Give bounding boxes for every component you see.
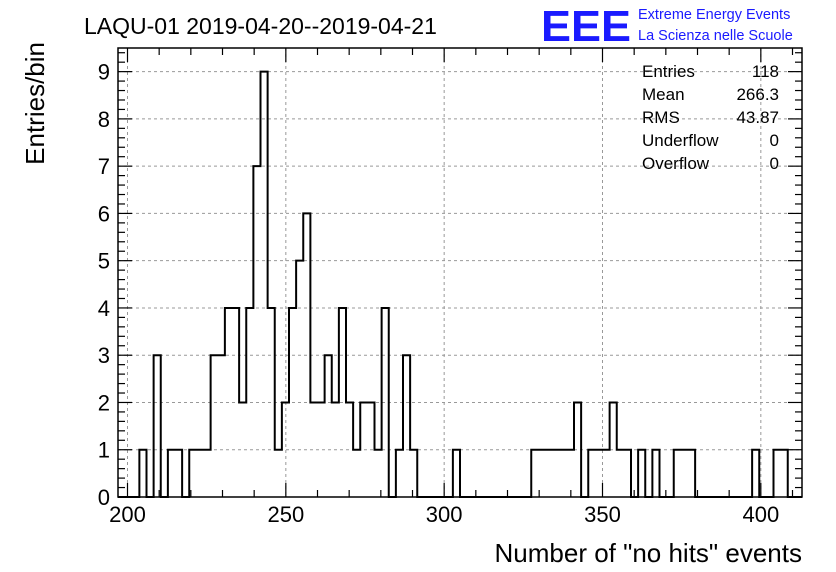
y-tick-label: 4 xyxy=(98,296,110,321)
y-axis-label: Entries/bin xyxy=(20,42,50,165)
stats-value: 0 xyxy=(770,131,779,150)
stats-value: 266.3 xyxy=(736,85,779,104)
stats-label: Overflow xyxy=(642,154,710,173)
stats-value: 0 xyxy=(770,154,779,173)
y-tick-label: 6 xyxy=(98,201,110,226)
stats-label: RMS xyxy=(642,108,680,127)
x-tick-label: 250 xyxy=(267,502,304,527)
stats-value: 43.87 xyxy=(736,108,779,127)
x-axis-label: Number of "no hits" events xyxy=(495,538,803,568)
y-tick-label: 8 xyxy=(98,107,110,132)
x-tick-label: 400 xyxy=(742,502,779,527)
y-tick-label: 2 xyxy=(98,390,110,415)
y-tick-label: 5 xyxy=(98,249,110,274)
logo-text: EEE xyxy=(541,2,631,51)
y-tick-label: 1 xyxy=(98,438,110,463)
org-line-2: La Scienza nelle Scuole xyxy=(638,28,793,44)
stats-label: Entries xyxy=(642,62,695,81)
tick-labels: 200 250 300 350 400 0 1 2 3 4 5 6 7 8 9 xyxy=(98,60,779,527)
y-tick-label: 3 xyxy=(98,343,110,368)
y-tick-label: 7 xyxy=(98,154,110,179)
stats-box: Entries 118 Mean 266.3 RMS 43.87 Underflow 0 Ove… xyxy=(642,62,779,173)
grid-lines xyxy=(118,48,802,497)
stats-value: 118 xyxy=(752,62,779,81)
org-line-1: Extreme Energy Events xyxy=(638,7,790,23)
x-tick-label: 200 xyxy=(109,502,146,527)
plot-frame xyxy=(117,47,803,498)
y-tick-label: 0 xyxy=(98,485,110,510)
stats-label: Underflow xyxy=(642,131,719,150)
axes-frame xyxy=(117,47,803,498)
x-tick-label: 350 xyxy=(584,502,621,527)
chart-title: LAQU-01 2019-04-20--2019-04-21 xyxy=(84,13,437,39)
eee-logo: EEE Extreme Energy Events La Scienza nel… xyxy=(541,2,793,51)
x-tick-label: 300 xyxy=(426,502,463,527)
y-tick-label: 9 xyxy=(98,60,110,85)
stats-label: Mean xyxy=(642,85,685,104)
